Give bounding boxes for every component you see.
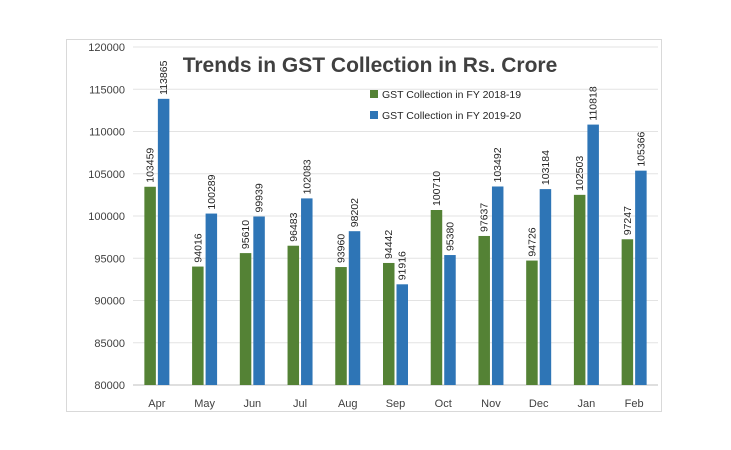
bar-fy2018-19-oct xyxy=(430,210,443,385)
data-label: 96483 xyxy=(288,212,300,241)
chart-title: Trends in GST Collection in Rs. Crore xyxy=(183,54,558,77)
x-tick-label: Jun xyxy=(243,398,261,410)
y-tick-label: 115000 xyxy=(89,84,125,96)
data-label: 102083 xyxy=(301,159,313,194)
bar-fy2018-19-jun xyxy=(239,253,252,385)
bar-fy2018-19-jul xyxy=(287,245,300,385)
data-label: 97637 xyxy=(479,203,491,232)
data-label: 94726 xyxy=(526,227,538,256)
bar-fy2018-19-nov xyxy=(478,235,490,385)
data-label: 113865 xyxy=(158,60,170,94)
x-tick-label: Nov xyxy=(481,398,501,410)
data-label: 102503 xyxy=(574,156,586,191)
x-tick-label: Aug xyxy=(338,398,358,410)
data-label: 100289 xyxy=(206,174,218,209)
y-tick-label: 105000 xyxy=(88,169,125,181)
legend-swatch xyxy=(370,90,378,98)
bar-fy2019-20-jun xyxy=(253,216,265,385)
data-label: 94016 xyxy=(192,233,204,262)
bar-fy2018-19-sep xyxy=(383,262,395,385)
data-label: 103492 xyxy=(492,147,504,182)
bar-fy2018-19-jan xyxy=(573,194,586,385)
bar-fy2019-20-jul xyxy=(301,198,313,385)
bar-fy2019-20-sep xyxy=(396,284,408,385)
data-label: 99939 xyxy=(254,183,266,212)
data-label: 94442 xyxy=(383,230,395,259)
x-tick-label: Jul xyxy=(293,398,307,410)
x-tick-label: Jan xyxy=(578,398,596,410)
x-tick-label: Oct xyxy=(435,398,452,410)
bar-fy2019-20-dec xyxy=(539,189,552,385)
x-axis-ticks: Apr May Jun Jul Aug Sep Oct Nov Dec Jan Feb xyxy=(148,398,643,410)
data-label: 93960 xyxy=(336,234,348,263)
data-label: 95610 xyxy=(240,220,252,249)
y-tick-label: 120000 xyxy=(88,42,125,54)
data-label: 95380 xyxy=(444,222,456,251)
bars xyxy=(144,98,647,386)
data-label: 100710 xyxy=(431,171,443,206)
y-tick-label: 110000 xyxy=(89,127,125,139)
y-tick-label: 85000 xyxy=(94,338,125,350)
y-tick-label: 95000 xyxy=(94,253,125,265)
bar-fy2019-20-aug xyxy=(348,231,361,385)
y-axis-ticks: 80000 85000 90000 95000 100000 105000 110000 11… xyxy=(88,42,125,392)
y-tick-label: 80000 xyxy=(94,380,125,392)
x-tick-label: May xyxy=(194,398,215,410)
legend-swatch xyxy=(370,111,378,119)
legend: GST Collection in FY 2018-19 GST Collecti… xyxy=(370,89,521,122)
x-tick-label: Apr xyxy=(148,398,165,410)
data-label: 97247 xyxy=(622,206,634,235)
bar-fy2019-20-feb xyxy=(635,170,647,385)
bar-fy2018-19-may xyxy=(192,266,204,385)
x-tick-label: Feb xyxy=(625,398,644,410)
data-label: 110818 xyxy=(588,86,600,120)
bar-fy2019-20-may xyxy=(205,213,218,385)
data-label: 103184 xyxy=(540,150,552,185)
data-label: 98202 xyxy=(349,198,361,227)
y-tick-label: 90000 xyxy=(94,296,125,308)
bar-fy2019-20-oct xyxy=(444,255,456,385)
legend-label: GST Collection in FY 2018-19 xyxy=(382,89,521,101)
data-label: 91916 xyxy=(397,251,409,280)
bar-fy2019-20-jan xyxy=(587,124,599,386)
bar-fy2018-19-dec xyxy=(526,260,538,385)
bar-fy2019-20-apr xyxy=(157,98,170,385)
bar-fy2018-19-aug xyxy=(335,267,347,385)
x-tick-label: Sep xyxy=(386,398,406,410)
bar-fy2019-20-nov xyxy=(491,186,504,385)
bar-fy2018-19-feb xyxy=(621,239,634,385)
data-label: 105366 xyxy=(635,131,647,166)
y-tick-label: 100000 xyxy=(88,211,125,223)
data-label: 103459 xyxy=(145,148,157,183)
bar-fy2018-19-apr xyxy=(144,186,156,385)
x-tick-label: Dec xyxy=(529,398,549,410)
legend-label: GST Collection in FY 2019-20 xyxy=(382,110,521,122)
